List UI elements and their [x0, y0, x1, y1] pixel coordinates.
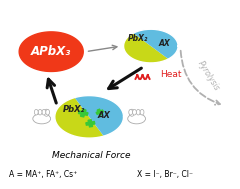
Text: APbX₃: APbX₃ [31, 45, 71, 58]
Ellipse shape [129, 109, 132, 115]
Ellipse shape [129, 109, 134, 116]
Ellipse shape [46, 109, 49, 115]
Ellipse shape [128, 114, 145, 124]
Polygon shape [75, 96, 124, 136]
Ellipse shape [136, 109, 140, 115]
Ellipse shape [34, 109, 38, 115]
Polygon shape [86, 122, 95, 125]
Ellipse shape [42, 109, 46, 115]
Polygon shape [124, 33, 168, 63]
Polygon shape [19, 32, 83, 71]
Text: A = MA⁺, FA⁺, Cs⁺: A = MA⁺, FA⁺, Cs⁺ [8, 170, 77, 179]
Polygon shape [78, 111, 88, 115]
Ellipse shape [44, 109, 49, 116]
Ellipse shape [140, 109, 144, 115]
Polygon shape [80, 109, 86, 117]
Polygon shape [88, 120, 93, 127]
Text: PbX₂: PbX₂ [128, 34, 148, 43]
Text: AX: AX [97, 112, 110, 120]
Text: Pyrolysis: Pyrolysis [196, 59, 222, 93]
Polygon shape [96, 110, 104, 114]
Ellipse shape [132, 109, 136, 115]
Polygon shape [133, 29, 178, 59]
Text: PbX₂: PbX₂ [63, 105, 85, 114]
Text: AX: AX [158, 39, 170, 48]
Ellipse shape [38, 109, 42, 115]
Text: Heat: Heat [160, 70, 182, 79]
Ellipse shape [33, 114, 51, 124]
Polygon shape [55, 98, 104, 138]
Polygon shape [97, 109, 102, 115]
Text: X = I⁻, Br⁻, Cl⁻: X = I⁻, Br⁻, Cl⁻ [137, 170, 193, 179]
Text: Mechanical Force: Mechanical Force [52, 150, 131, 160]
